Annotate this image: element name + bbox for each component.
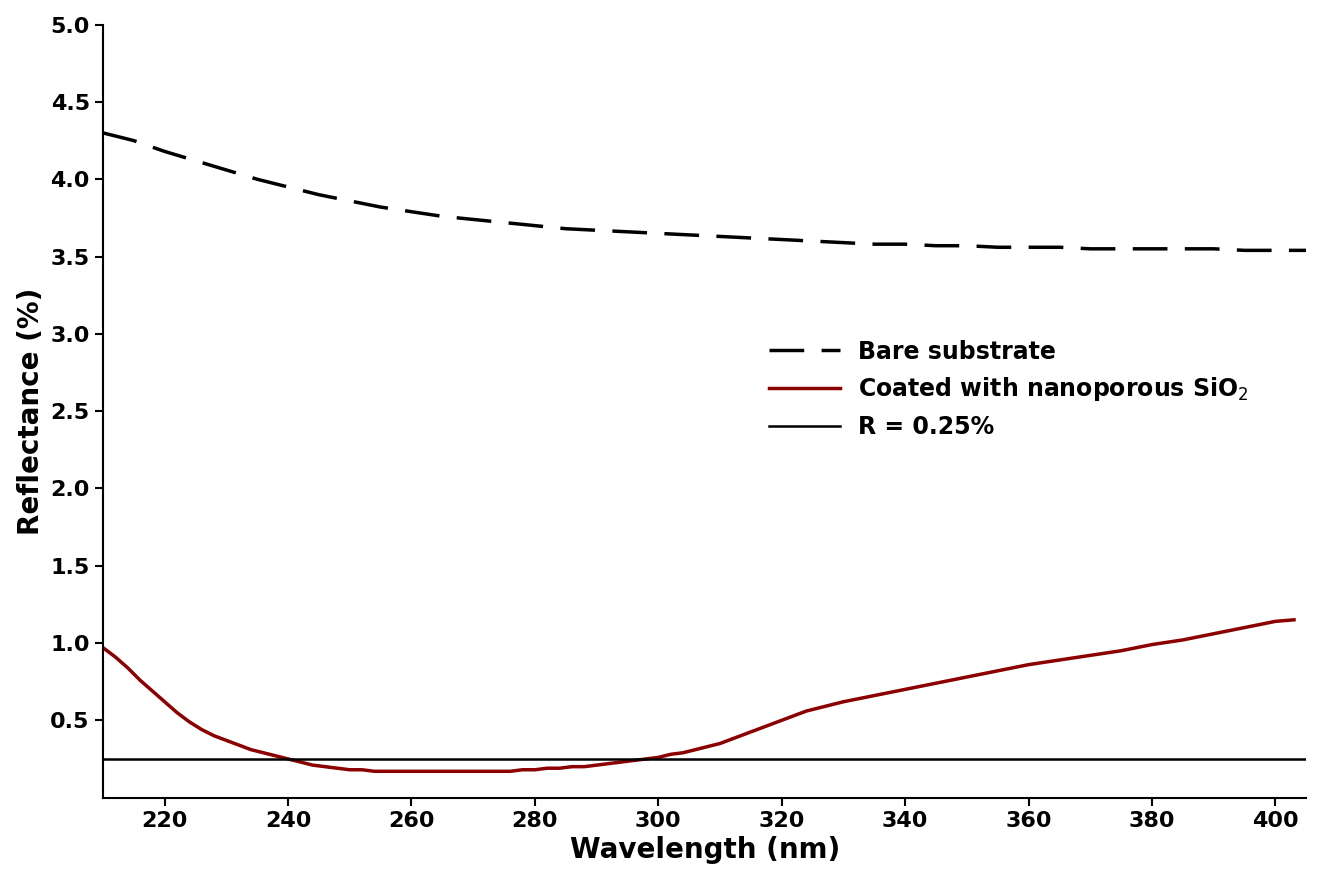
Bare substrate xyxy=(836,237,852,248)
Bare substrate xyxy=(280,181,296,192)
Coated with nanoporous SiO$_2$ xyxy=(867,691,882,701)
Bare substrate xyxy=(341,196,357,206)
Coated with nanoporous SiO$_2$ xyxy=(1286,615,1302,626)
Coated with nanoporous SiO$_2$ xyxy=(95,642,111,653)
Bare substrate xyxy=(619,226,635,237)
Bare substrate xyxy=(929,241,945,251)
Bare substrate xyxy=(1144,243,1160,254)
Bare substrate xyxy=(496,218,512,228)
Bare substrate xyxy=(712,231,728,241)
Bare substrate xyxy=(804,236,820,247)
Legend: Bare substrate, Coated with nanoporous SiO$_2$, R = 0.25%: Bare substrate, Coated with nanoporous S… xyxy=(759,330,1258,448)
Coated with nanoporous SiO$_2$ xyxy=(366,766,382,776)
Bare substrate xyxy=(867,239,882,249)
Coated with nanoporous SiO$_2$ xyxy=(700,741,716,751)
Bare substrate xyxy=(959,241,975,251)
Bare substrate xyxy=(434,211,450,222)
Bare substrate xyxy=(744,233,759,243)
Bare substrate xyxy=(681,230,697,241)
Bare substrate xyxy=(1205,243,1221,254)
Line: Bare substrate: Bare substrate xyxy=(103,133,1306,250)
Coated with nanoporous SiO$_2$ xyxy=(181,716,197,727)
Bare substrate xyxy=(156,146,172,157)
Bare substrate xyxy=(558,224,574,234)
Bare substrate xyxy=(1298,245,1314,255)
Bare substrate xyxy=(95,128,111,138)
Coated with nanoporous SiO$_2$ xyxy=(589,759,605,770)
Bare substrate xyxy=(1175,243,1191,254)
Bare substrate xyxy=(1113,243,1129,254)
Bare substrate xyxy=(1267,245,1283,255)
Bare substrate xyxy=(990,242,1005,253)
Coated with nanoporous SiO$_2$ xyxy=(725,734,741,744)
Bare substrate xyxy=(218,165,234,175)
Bare substrate xyxy=(311,189,327,200)
Line: Coated with nanoporous SiO$_2$: Coated with nanoporous SiO$_2$ xyxy=(103,620,1294,771)
Bare substrate xyxy=(774,234,790,245)
Bare substrate xyxy=(527,220,542,231)
Bare substrate xyxy=(1020,242,1036,253)
Bare substrate xyxy=(188,155,204,166)
Y-axis label: Reflectance (%): Reflectance (%) xyxy=(17,287,45,535)
Bare substrate xyxy=(897,239,913,249)
Bare substrate xyxy=(1082,243,1098,254)
Bare substrate xyxy=(1237,245,1253,255)
Coated with nanoporous SiO$_2$ xyxy=(429,766,445,776)
X-axis label: Wavelength (nm): Wavelength (nm) xyxy=(569,836,840,864)
Bare substrate xyxy=(126,136,142,146)
Bare substrate xyxy=(589,225,605,235)
Bare substrate xyxy=(404,206,419,217)
Bare substrate xyxy=(1052,242,1068,253)
Bare substrate xyxy=(466,214,482,225)
Bare substrate xyxy=(651,228,667,239)
Bare substrate xyxy=(373,202,389,212)
Bare substrate xyxy=(249,174,265,184)
